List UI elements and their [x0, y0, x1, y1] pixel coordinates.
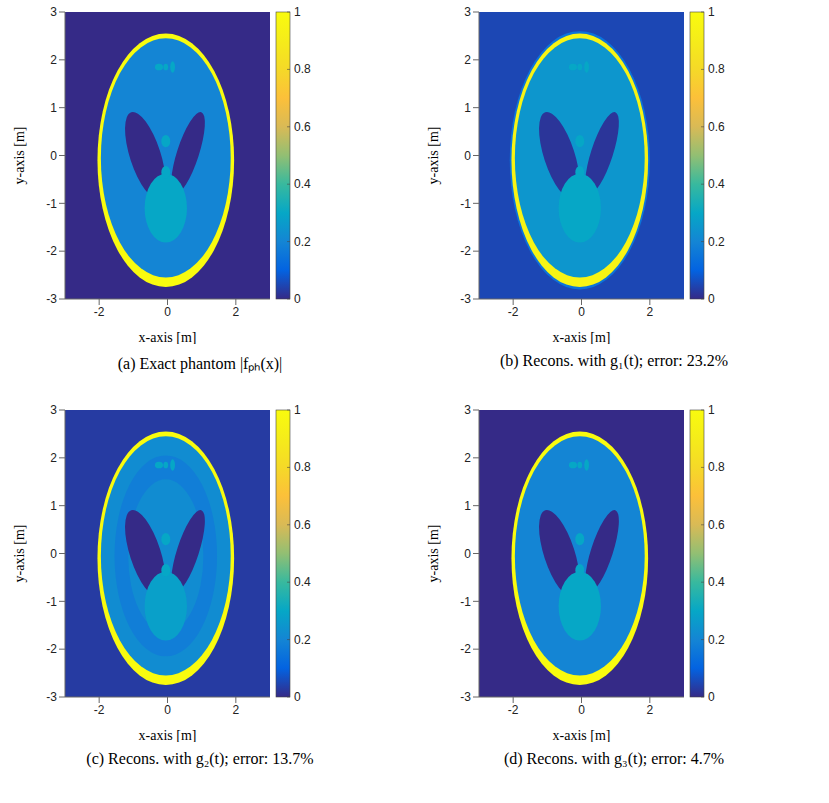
svg-text:2: 2 — [232, 703, 239, 717]
svg-text:0: 0 — [578, 703, 585, 717]
svg-text:3: 3 — [50, 5, 57, 19]
svg-text:0.2: 0.2 — [708, 235, 725, 249]
svg-text:0: 0 — [464, 547, 471, 561]
svg-text:0.6: 0.6 — [708, 518, 725, 532]
svg-text:-2: -2 — [460, 642, 471, 656]
svg-text:2: 2 — [464, 53, 471, 67]
svg-text:-1: -1 — [46, 197, 57, 211]
svg-text:0.2: 0.2 — [294, 235, 311, 249]
svg-text:0: 0 — [164, 703, 171, 717]
svg-text:0: 0 — [708, 292, 715, 306]
svg-text:0.2: 0.2 — [294, 633, 311, 647]
svg-text:y-axis [m]: y-axis [m] — [426, 525, 441, 583]
svg-text:0: 0 — [578, 305, 585, 319]
svg-text:0.4: 0.4 — [294, 177, 311, 191]
svg-text:0: 0 — [164, 305, 171, 319]
html-text:(b) Recons. with g₁(t); error:: (b) Recons. with g₁(t); error: 23.2% — [499, 352, 729, 369]
svg-text:y-axis [m]: y-axis [m] — [12, 127, 27, 185]
svg-text:0.8: 0.8 — [294, 460, 311, 474]
html-text:(a) Exact phantom |fₚₕ(x)|: (a) Exact phantom |fₚₕ(x)| — [117, 355, 283, 372]
svg-text:-3: -3 — [46, 292, 57, 306]
svg-text:-3: -3 — [46, 690, 57, 704]
svg-text:0.8: 0.8 — [708, 62, 725, 76]
html-text:(d) Recons. with g₃(t); error:: (d) Recons. with g₃(t); error: 4.7% — [503, 750, 725, 767]
svg-text:0: 0 — [50, 547, 57, 561]
svg-text:0: 0 — [708, 690, 715, 704]
svg-text:-1: -1 — [46, 595, 57, 609]
svg-text:y-axis [m]: y-axis [m] — [12, 525, 27, 583]
svg-text:1: 1 — [464, 499, 471, 513]
svg-text:2: 2 — [50, 53, 57, 67]
svg-text:1: 1 — [464, 101, 471, 115]
svg-text:1: 1 — [294, 403, 301, 417]
svg-text:0: 0 — [464, 149, 471, 163]
svg-text:0.8: 0.8 — [708, 460, 725, 474]
svg-text:x-axis [m]: x-axis [m] — [553, 728, 611, 742]
svg-text:3: 3 — [464, 403, 471, 417]
svg-text:-2: -2 — [508, 703, 519, 717]
svg-text:1: 1 — [294, 5, 301, 19]
svg-text:0: 0 — [294, 292, 301, 306]
svg-text:x-axis [m]: x-axis [m] — [139, 728, 197, 742]
svg-text:3: 3 — [50, 403, 57, 417]
svg-text:-1: -1 — [460, 595, 471, 609]
svg-text:x-axis [m]: x-axis [m] — [553, 330, 611, 344]
svg-text:-1: -1 — [460, 197, 471, 211]
svg-text:1: 1 — [708, 403, 715, 417]
svg-text:-2: -2 — [46, 244, 57, 258]
svg-text:1: 1 — [50, 499, 57, 513]
svg-text:2: 2 — [464, 451, 471, 465]
svg-text:0.6: 0.6 — [708, 120, 725, 134]
svg-text:3: 3 — [464, 5, 471, 19]
svg-text:0.6: 0.6 — [294, 120, 311, 134]
svg-text:2: 2 — [50, 451, 57, 465]
svg-text:-2: -2 — [46, 642, 57, 656]
svg-text:-2: -2 — [460, 244, 471, 258]
svg-text:-3: -3 — [460, 292, 471, 306]
svg-text:0: 0 — [50, 149, 57, 163]
svg-text:x-axis [m]: x-axis [m] — [139, 330, 197, 344]
svg-text:1: 1 — [50, 101, 57, 115]
svg-text:2: 2 — [646, 305, 653, 319]
svg-text:-2: -2 — [94, 305, 105, 319]
svg-text:0.8: 0.8 — [294, 62, 311, 76]
html-text:(c) Recons. with g₂(t); error:: (c) Recons. with g₂(t); error: 13.7% — [86, 750, 314, 767]
svg-text:2: 2 — [232, 305, 239, 319]
svg-text:-2: -2 — [508, 305, 519, 319]
svg-text:0: 0 — [294, 690, 301, 704]
svg-text:0.4: 0.4 — [294, 575, 311, 589]
svg-text:0.2: 0.2 — [708, 633, 725, 647]
svg-text:2: 2 — [646, 703, 653, 717]
svg-text:-2: -2 — [94, 703, 105, 717]
svg-text:0.4: 0.4 — [708, 575, 725, 589]
svg-text:0.4: 0.4 — [708, 177, 725, 191]
svg-text:0.6: 0.6 — [294, 518, 311, 532]
svg-text:-3: -3 — [460, 690, 471, 704]
svg-text:1: 1 — [708, 5, 715, 19]
svg-text:y-axis [m]: y-axis [m] — [426, 127, 441, 185]
